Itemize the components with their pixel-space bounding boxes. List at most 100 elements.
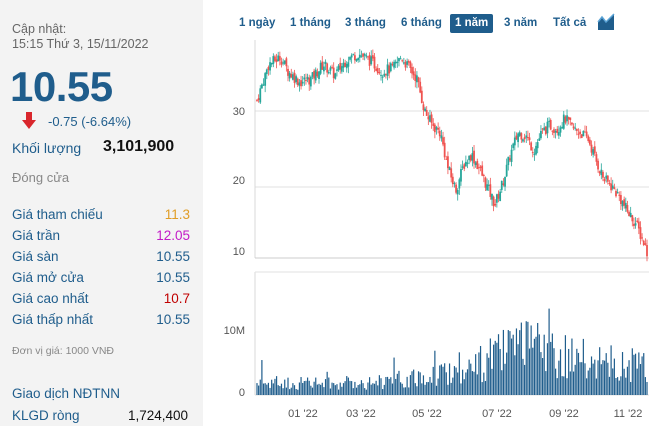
candle-body (631, 215, 634, 222)
volume-bar (561, 376, 563, 395)
volume-bar (541, 358, 544, 395)
volume-bar (453, 366, 456, 395)
candle-body (593, 146, 596, 154)
price-chart-svg: 10 20 30 0 10M 01 '22 03 '22 05 '22 07 '… (224, 40, 649, 420)
price-tick-label: 10 (233, 246, 245, 258)
candle-body (548, 120, 550, 122)
candle-body (628, 211, 630, 217)
tab-3-months[interactable]: 3 tháng (345, 17, 386, 29)
candle-body (461, 166, 464, 168)
tab-3-years[interactable]: 3 năm (504, 17, 538, 29)
volume-bar (406, 376, 408, 395)
candle-body (386, 64, 389, 76)
volume-bar (275, 376, 278, 395)
area-chart-icon[interactable] (597, 13, 615, 31)
volume-bar (284, 379, 286, 395)
candle-body (556, 128, 559, 133)
volume-bar (306, 377, 309, 395)
close-label: Đóng cửa (12, 170, 70, 185)
candle-body (393, 61, 395, 68)
volume-bar (272, 383, 274, 395)
candle-body (376, 68, 379, 74)
candle-body (300, 80, 302, 87)
volume-bar (267, 382, 270, 395)
volume-bar (638, 352, 640, 395)
candle-body (615, 190, 617, 197)
candle-body (600, 169, 603, 176)
volume-bar (590, 356, 593, 395)
candle-body (582, 130, 585, 137)
volume-bar (504, 363, 506, 395)
candle-body (326, 63, 329, 73)
candle-body (513, 137, 516, 146)
volume-bar (520, 322, 522, 395)
volume-bar (512, 334, 514, 395)
tab-1-year[interactable]: 1 năm (450, 14, 494, 33)
candle-body (585, 131, 588, 137)
net-volume-label: KLGD ròng (12, 408, 80, 423)
candle-body (380, 74, 382, 76)
volume-bar (566, 378, 568, 395)
volume-bar (293, 385, 296, 395)
candle-body (309, 76, 312, 87)
candle-body (430, 114, 433, 123)
candle-body (282, 62, 285, 64)
candle-body (298, 82, 301, 86)
volume-bar (421, 383, 423, 395)
volume-bar (595, 378, 598, 395)
volume-bar (641, 356, 643, 395)
volume-bar (460, 383, 462, 395)
candle-body (432, 123, 435, 126)
candle-body (301, 81, 304, 84)
volume-bar (380, 378, 382, 395)
candle-body (373, 56, 376, 69)
volume-bar (501, 370, 503, 395)
candle-body (637, 221, 640, 229)
candle-body (492, 196, 495, 207)
volume-bar (636, 368, 638, 395)
volume-bar (266, 384, 268, 395)
candle-body (544, 126, 547, 135)
volume-bar (323, 387, 325, 395)
volume-bar (602, 360, 604, 395)
volume-bar (610, 345, 612, 395)
volume-bar (378, 375, 380, 395)
candle-body (411, 67, 413, 74)
volume-bar (346, 376, 348, 395)
volume-bar (535, 336, 537, 395)
volume-bar (569, 371, 571, 395)
volume-bar (337, 389, 340, 395)
candle-body (259, 88, 262, 103)
volume-bar (615, 378, 617, 395)
unit-note: Đơn vị giá: 1000 VNĐ (12, 345, 115, 357)
candle-body (365, 55, 368, 57)
candle-body (489, 184, 492, 197)
tab-6-months[interactable]: 6 tháng (401, 17, 442, 29)
volume-bar (399, 382, 402, 395)
candle-body (349, 56, 351, 60)
tab-1-month[interactable]: 1 tháng (290, 17, 331, 29)
candle-body (626, 204, 629, 212)
tab-1-day[interactable]: 1 ngày (239, 17, 276, 29)
candle-body (546, 121, 549, 134)
volume-bar (375, 380, 377, 395)
volume-bar (393, 357, 395, 395)
volume-bar (592, 363, 594, 395)
volume-bar (479, 345, 482, 395)
volume-bar (621, 352, 624, 395)
volume-bar (431, 382, 433, 395)
price-tick-label: 20 (233, 175, 245, 187)
x-tick-label: 07 '22 (482, 408, 512, 420)
candle-body (422, 104, 425, 111)
stat-label: Giá tham chiếu (12, 207, 103, 222)
tab-all[interactable]: Tất cả (553, 17, 587, 29)
candle-body (404, 61, 407, 68)
volume-bar (280, 383, 283, 395)
volume-bar (553, 348, 555, 395)
volume-bar (417, 371, 420, 395)
candle-body (256, 99, 258, 101)
candle-body (272, 56, 275, 64)
volume-bar (395, 378, 397, 395)
candle-body (389, 63, 392, 72)
volume-bar (599, 347, 601, 395)
